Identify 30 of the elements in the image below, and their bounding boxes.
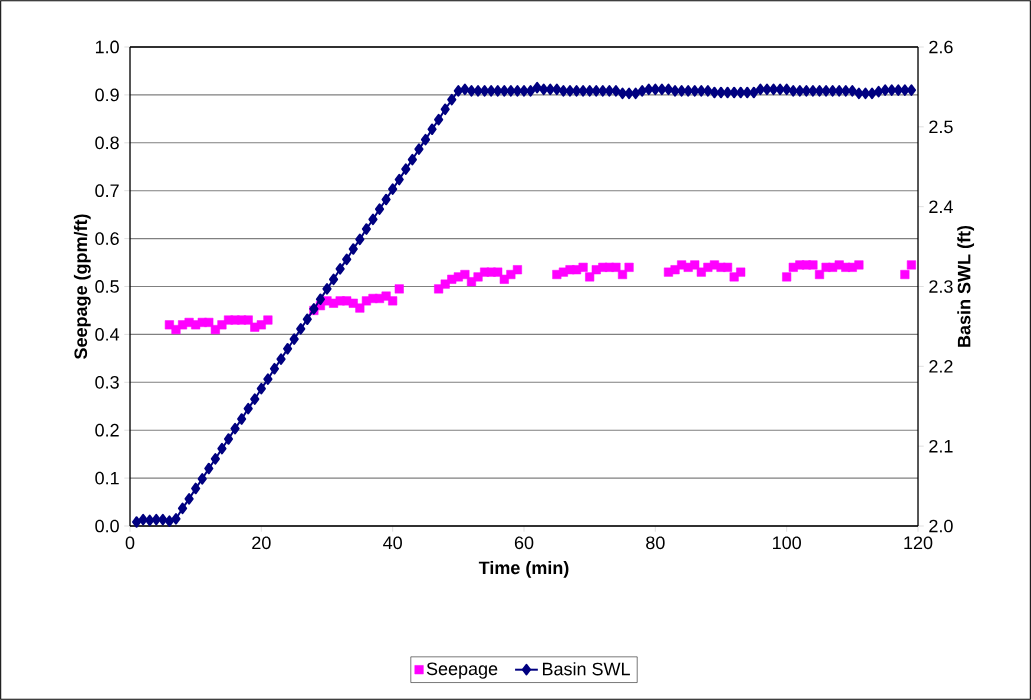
y-tick-label: 0.4	[95, 328, 120, 341]
x-axis-title: Time (min)	[478, 560, 569, 578]
y2-tick-label: 2.0	[929, 519, 953, 533]
x-tick-label: 80	[646, 536, 665, 550]
y-tick-label: 1.0	[95, 40, 119, 54]
y2-tick-label: 2.5	[929, 120, 953, 134]
y2-tick-label: 2.3	[929, 280, 953, 293]
y-tick-label: 0.0	[95, 519, 119, 533]
y2-tick-label: 2.2	[929, 360, 953, 373]
y-axis-title: Seepage (gpm/ft)	[73, 214, 91, 359]
y2-axis-title: Basin SWL (ft)	[957, 225, 975, 347]
y2-tick-label: 2.1	[929, 439, 953, 453]
x-tick-label: 0	[125, 536, 135, 550]
y-tick-label: 0.8	[95, 136, 119, 150]
y-tick-label: 0.3	[95, 375, 119, 389]
y2-tick-label: 2.6	[929, 40, 953, 54]
y-tick-label: 0.5	[95, 280, 119, 293]
x-tick-label: 60	[514, 536, 534, 550]
y2-tick-label: 2.4	[929, 200, 953, 213]
y-tick-label: 0.2	[95, 423, 119, 437]
legend-label: Seepage	[426, 662, 498, 679]
y-tick-label: 0.9	[95, 88, 119, 102]
y-tick-label: 0.7	[95, 184, 119, 198]
legend-label: Basin SWL	[542, 662, 630, 676]
x-tick-label: 120	[904, 536, 933, 550]
x-tick-label: 100	[773, 536, 801, 550]
y-tick-label: 0.6	[95, 232, 119, 245]
y-tick-label: 0.1	[95, 471, 119, 485]
x-tick-label: 20	[252, 536, 271, 550]
x-tick-label: 40	[383, 536, 402, 550]
